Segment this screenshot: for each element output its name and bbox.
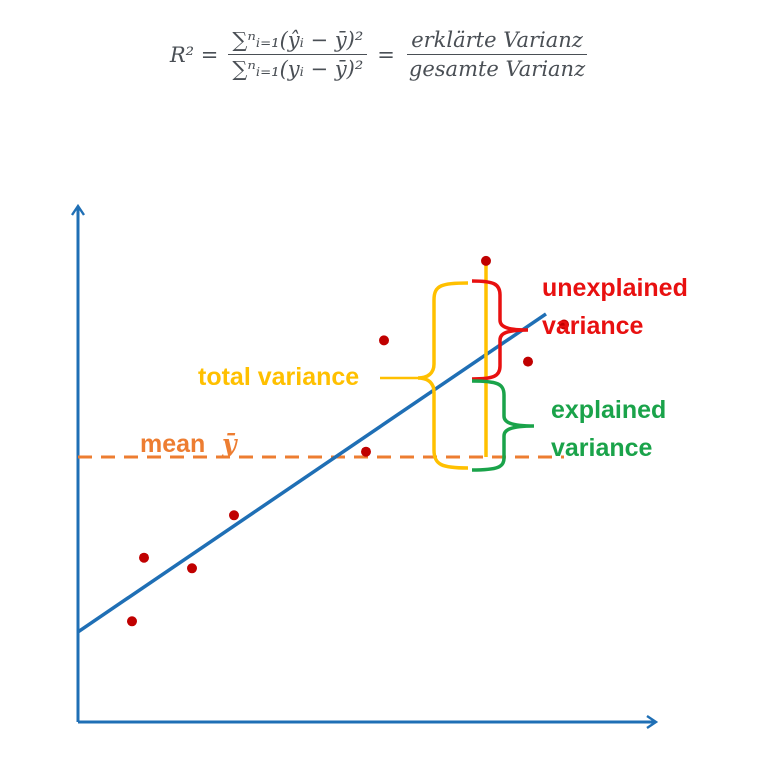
explained-variance-label: explained	[551, 396, 666, 424]
total-variance-label: total variance	[198, 363, 359, 391]
data-point-1	[127, 616, 137, 626]
data-point-6	[379, 335, 389, 345]
unexplained-variance-brace-icon	[472, 281, 528, 379]
data-point-7	[481, 256, 491, 266]
data-point-3	[187, 563, 197, 573]
explained-variance-label-line2: variance	[551, 434, 653, 462]
data-point-2	[139, 553, 149, 563]
mean-label: mean	[140, 430, 205, 458]
unexplained-variance-label: unexplained	[542, 274, 688, 302]
regression-line	[78, 314, 546, 632]
data-point-4	[229, 510, 239, 520]
mean-symbol: ȳ	[221, 429, 238, 458]
data-point-5	[361, 447, 371, 457]
data-point-8	[523, 357, 533, 367]
total-variance-brace-icon	[418, 283, 468, 468]
unexplained-variance-label-line2: variance	[542, 312, 644, 340]
